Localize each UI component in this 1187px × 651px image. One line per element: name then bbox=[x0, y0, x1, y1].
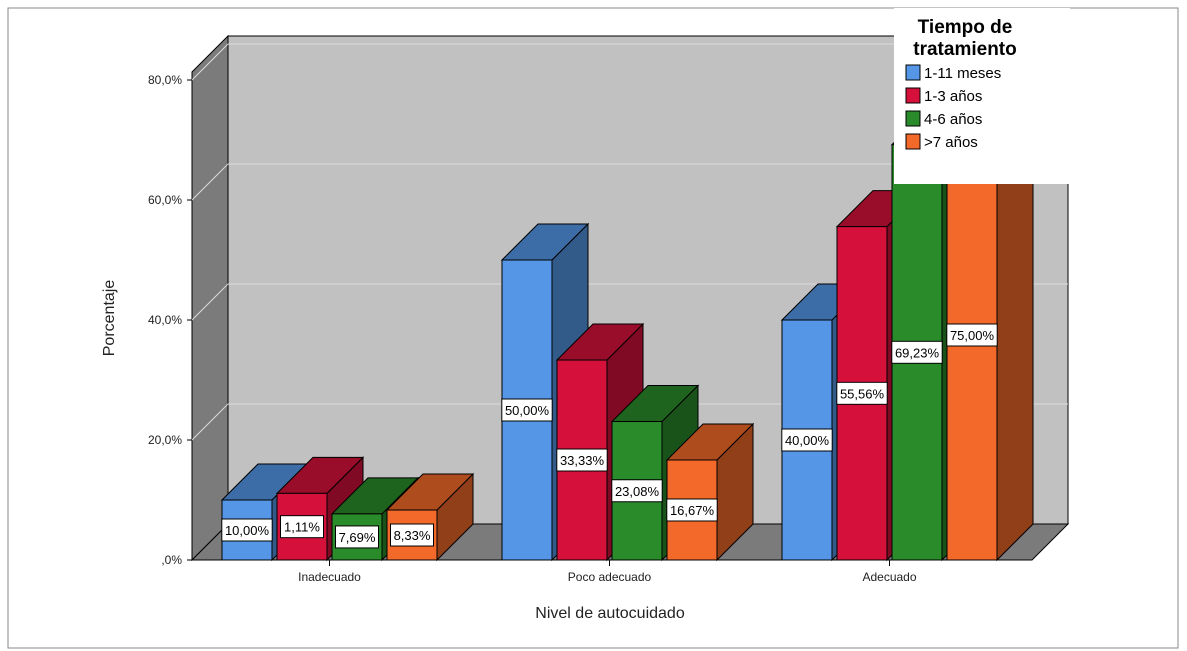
data-label-box bbox=[836, 381, 888, 405]
legend: Tiempo de tratamiento 1-11 meses 1-3 años 4… bbox=[894, 8, 1070, 184]
bars: 10,00% 1,11% 7,69% 8,33% 50,00% 33,33% 23,08% 1… bbox=[220, 72, 1035, 562]
data-label-text: 7,69% bbox=[339, 530, 376, 545]
data-label-text: 1,11% bbox=[284, 520, 320, 535]
legend-item: 1-3 años bbox=[905, 87, 982, 105]
data-label: 1,11% bbox=[280, 515, 324, 539]
gridline-side bbox=[191, 403, 229, 441]
legend-swatch bbox=[905, 87, 921, 104]
data-label-box bbox=[891, 340, 943, 364]
legend-item: 4-6 años bbox=[905, 110, 982, 128]
data-label-text: 23,08% bbox=[615, 484, 660, 499]
legend-label: 1-3 años bbox=[924, 88, 982, 105]
legend-label: >7 años bbox=[924, 134, 978, 151]
data-label-text: 16,67% bbox=[670, 503, 715, 518]
data-label-text: 33,33% bbox=[560, 453, 605, 468]
data-label-box bbox=[946, 323, 998, 347]
x-axis-title: Nivel de autocuidado bbox=[535, 605, 685, 622]
data-label: 7,69% bbox=[335, 525, 379, 549]
data-label-text: 10,00% bbox=[225, 523, 270, 538]
data-label-box bbox=[501, 398, 553, 422]
y-axis-title: Porcentaje bbox=[101, 280, 118, 357]
data-label: 50,00% bbox=[501, 398, 553, 422]
x-tick-label: Poco adecuado bbox=[568, 570, 652, 584]
data-label: 40,00% bbox=[781, 428, 833, 452]
x-tick-label: Inadecuado bbox=[298, 570, 361, 584]
legend-item: >7 años bbox=[905, 133, 978, 151]
legend-swatch bbox=[905, 64, 921, 81]
legend-title: Tiempo de tratamiento bbox=[913, 17, 1016, 60]
data-label-box bbox=[280, 515, 324, 539]
data-label-box bbox=[781, 428, 833, 452]
data-label: 8,33% bbox=[390, 523, 434, 547]
legend-swatch bbox=[905, 133, 921, 150]
data-label-text: 75,00% bbox=[950, 328, 995, 343]
side-wall bbox=[191, 34, 229, 562]
y-tick-label: ,0% bbox=[161, 553, 182, 567]
x-tick-label: Adecuado bbox=[862, 570, 916, 584]
data-label-box bbox=[390, 523, 434, 547]
y-axis-ticks: ,0% 20,0% 40,0% 60,0% 80,0% bbox=[148, 73, 192, 567]
data-label-text: 50,00% bbox=[505, 403, 550, 418]
x-axis-ticks: Inadecuado Poco adecuado Adecuado bbox=[192, 559, 1032, 584]
data-label-text: 8,33% bbox=[394, 528, 431, 543]
legend-label: 4-6 años bbox=[924, 111, 982, 128]
legend-label: 1-11 meses bbox=[924, 65, 1001, 82]
data-label-text: 55,56% bbox=[840, 386, 885, 401]
data-label: 10,00% bbox=[221, 518, 273, 542]
legend-item: 1-11 meses bbox=[905, 64, 1001, 82]
legend-swatch bbox=[905, 110, 921, 127]
data-label: 69,23% bbox=[891, 340, 943, 364]
data-label: 23,08% bbox=[611, 479, 663, 503]
gridline-side bbox=[191, 283, 229, 321]
data-label-box bbox=[221, 518, 273, 542]
legend-items: 1-11 meses 1-3 años 4-6 años >7 años bbox=[905, 64, 1001, 151]
gridline-side bbox=[191, 43, 229, 81]
y-tick-label: 60,0% bbox=[148, 193, 182, 207]
data-label-box bbox=[611, 479, 663, 503]
y-tick-label: 20,0% bbox=[148, 433, 182, 447]
data-label: 16,67% bbox=[666, 498, 718, 522]
data-label-box bbox=[335, 525, 379, 549]
data-label-text: 40,00% bbox=[785, 433, 830, 448]
legend-box bbox=[894, 8, 1070, 184]
data-label-box bbox=[666, 498, 718, 522]
y-tick-label: 40,0% bbox=[148, 313, 182, 327]
data-label: 33,33% bbox=[556, 448, 608, 472]
y-tick-label: 80,0% bbox=[148, 73, 182, 87]
gridline-side bbox=[191, 163, 229, 201]
data-label-box bbox=[556, 448, 608, 472]
data-label: 75,00% bbox=[946, 323, 998, 347]
data-label-text: 69,23% bbox=[895, 345, 940, 360]
data-label: 55,56% bbox=[836, 381, 888, 405]
